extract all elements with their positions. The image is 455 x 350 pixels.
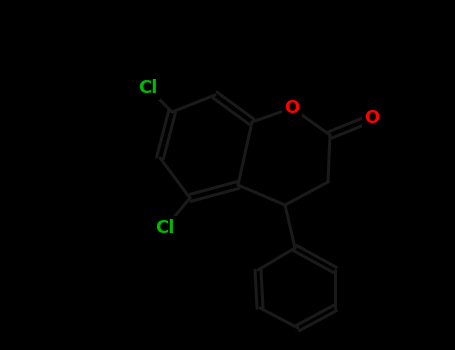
Text: O: O	[364, 109, 379, 127]
Text: Cl: Cl	[138, 79, 158, 97]
Text: Cl: Cl	[155, 219, 175, 237]
Text: O: O	[284, 99, 300, 117]
